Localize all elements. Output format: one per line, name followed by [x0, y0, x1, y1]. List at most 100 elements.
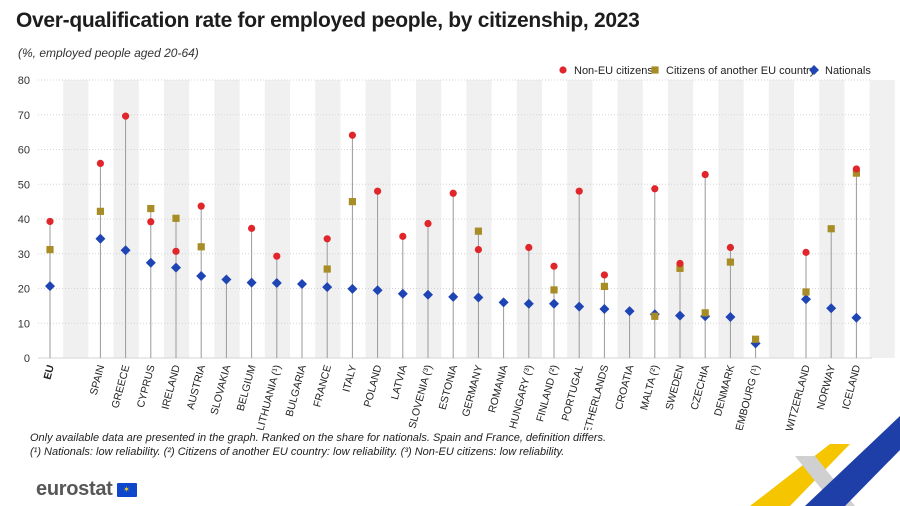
- y-tick-label: 80: [18, 75, 30, 87]
- point-other-eu: [726, 258, 734, 266]
- point-other-eu: [323, 265, 331, 273]
- background-band: [869, 80, 895, 358]
- eu-flag-icon: ✶: [116, 482, 137, 497]
- background-band: [264, 80, 290, 358]
- x-tick-label: BULGARIA: [284, 364, 309, 418]
- x-tick-label: FRANCE: [311, 364, 334, 409]
- point-non-eu: [701, 170, 709, 179]
- y-tick-label: 20: [18, 284, 30, 296]
- background-band: [819, 80, 845, 358]
- point-other-eu: [827, 225, 835, 233]
- point-nationals: [297, 278, 307, 289]
- x-tick-label: SPAIN: [88, 364, 108, 397]
- point-nationals: [221, 274, 232, 285]
- point-nationals: [448, 291, 459, 302]
- point-nationals: [523, 298, 534, 309]
- x-tick-label: HUNGARY (³): [507, 364, 536, 430]
- point-other-eu: [172, 214, 180, 222]
- x-tick-label: CZECHIA: [689, 364, 713, 412]
- point-nationals: [801, 294, 811, 305]
- point-nationals: [397, 288, 408, 299]
- point-other-eu: [96, 207, 104, 215]
- legend-label: Non-EU citizens: [574, 65, 653, 77]
- x-tick-label: ICELAND: [840, 363, 863, 410]
- point-other-eu: [197, 243, 205, 251]
- point-other-eu: [752, 335, 760, 343]
- point-non-eu: [449, 189, 457, 197]
- point-other-eu: [46, 245, 54, 254]
- legend-label: Citizens of another EU country: [666, 65, 816, 77]
- footnote-2: (¹) Nationals: low reliability. (²) Citi…: [30, 446, 565, 458]
- point-non-eu: [273, 252, 281, 260]
- point-other-eu: [802, 288, 810, 296]
- point-nationals: [322, 282, 333, 293]
- point-nationals: [423, 289, 433, 300]
- y-tick-label: 70: [18, 110, 30, 122]
- point-non-eu: [147, 218, 155, 226]
- footnote-1: Only available data are presented in the…: [30, 432, 607, 444]
- point-non-eu: [172, 247, 180, 255]
- point-non-eu: [374, 187, 382, 195]
- point-nationals: [246, 277, 257, 288]
- point-non-eu: [474, 245, 482, 254]
- x-tick-label: GREECE: [109, 364, 132, 410]
- eurostat-logo[interactable]: eurostat ✶: [36, 478, 137, 501]
- x-tick-label: PORTUGAL: [560, 364, 587, 423]
- background-band: [516, 80, 542, 358]
- background-band: [617, 80, 643, 358]
- point-other-eu: [147, 204, 155, 213]
- point-nationals: [624, 306, 635, 317]
- point-nationals: [145, 257, 156, 268]
- point-non-eu: [600, 271, 609, 279]
- y-tick-label: 0: [24, 353, 30, 365]
- point-nationals: [347, 283, 358, 294]
- legend-marker: [651, 66, 659, 74]
- point-nationals: [574, 301, 585, 312]
- chart: 0 10 20 30 40 50 60 70 80 EU SPAIN GREECE CYPRUS IRE…: [18, 65, 895, 430]
- x-tick-label: GERMANY: [460, 364, 485, 418]
- legend-marker: [559, 66, 567, 74]
- background-band: [315, 80, 341, 358]
- point-nationals: [473, 292, 484, 303]
- point-other-eu: [348, 198, 356, 206]
- point-nationals: [120, 245, 131, 256]
- y-tick-label: 50: [18, 179, 30, 191]
- logo-text: eurostat: [36, 478, 113, 500]
- point-non-eu: [424, 219, 432, 228]
- decorative-corner: [750, 416, 900, 506]
- data-points: [45, 112, 862, 349]
- point-nationals: [826, 303, 837, 314]
- legend: Non-EU citizens Citizens of another EU co…: [559, 65, 871, 77]
- x-tick-label: SLOVAKIA: [208, 364, 233, 417]
- point-other-eu: [600, 282, 608, 291]
- point-non-eu: [525, 243, 533, 252]
- point-nationals: [196, 270, 207, 281]
- x-tick-label: DENMARK: [712, 364, 737, 418]
- x-tick-label: SWEDEN: [663, 364, 687, 412]
- point-non-eu: [323, 235, 331, 243]
- point-other-eu: [676, 264, 684, 272]
- point-non-eu: [46, 217, 54, 226]
- y-tick-label: 40: [18, 214, 30, 226]
- point-other-eu: [852, 169, 860, 177]
- background-band: [113, 80, 139, 358]
- point-non-eu: [676, 259, 684, 268]
- legend-label: Nationals: [825, 65, 871, 77]
- point-other-eu: [651, 312, 659, 320]
- point-other-eu: [550, 286, 558, 294]
- point-non-eu: [348, 131, 356, 139]
- point-nationals: [498, 297, 509, 308]
- point-non-eu: [852, 165, 861, 173]
- point-non-eu: [197, 202, 205, 210]
- point-non-eu: [550, 262, 558, 270]
- point-non-eu: [651, 185, 659, 193]
- point-nationals: [725, 311, 736, 322]
- point-non-eu: [122, 112, 130, 120]
- x-tick-label: POLAND: [362, 363, 385, 408]
- point-nationals: [95, 233, 106, 244]
- x-tick-label: AUSTRIA: [185, 364, 208, 411]
- point-non-eu: [248, 224, 256, 232]
- point-nationals: [372, 285, 383, 296]
- point-non-eu: [726, 243, 735, 252]
- background-band: [63, 80, 89, 358]
